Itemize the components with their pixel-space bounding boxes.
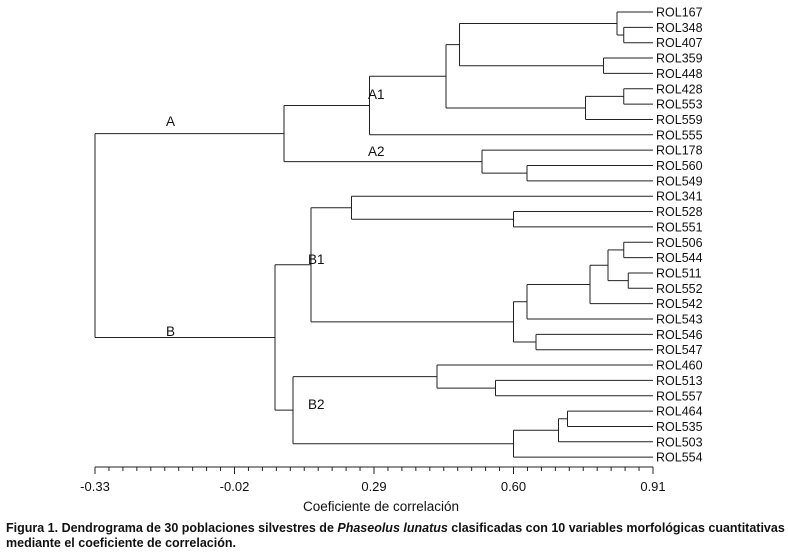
leaf-label-rol167: ROL167	[656, 6, 703, 20]
leaf-label-rol178: ROL178	[656, 144, 703, 158]
cluster-label-a: A	[166, 114, 175, 129]
leaf-label-rol547: ROL547	[656, 343, 703, 357]
leaf-label-rol428: ROL428	[656, 82, 703, 96]
cluster-label-a2: A2	[368, 144, 385, 159]
leaf-label-rol553: ROL553	[656, 98, 703, 112]
leaf-label-rol528: ROL528	[656, 205, 703, 219]
leaf-label-rol554: ROL554	[656, 451, 703, 465]
leaf-label-rol559: ROL559	[656, 113, 703, 127]
leaf-label-rol551: ROL551	[656, 220, 703, 234]
leaf-label-rol511: ROL511	[656, 266, 702, 280]
leaf-label-rol560: ROL560	[656, 159, 703, 173]
x-tick-label: -0.33	[80, 479, 110, 494]
leaf-label-rol348: ROL348	[656, 21, 703, 35]
leaf-label-rol464: ROL464	[656, 405, 703, 419]
caption-suffix: clasificadas con 10 variables morfológic…	[6, 521, 785, 550]
leaf-label-rol506: ROL506	[656, 236, 703, 250]
x-axis-label: Coeficiente de correlación	[303, 499, 459, 514]
leaf-label-rol552: ROL552	[656, 282, 703, 296]
leaf-label-rol407: ROL407	[656, 36, 703, 50]
leaf-label-rol460: ROL460	[656, 359, 703, 373]
leaf-label-rol544: ROL544	[656, 251, 703, 265]
figure-caption: Figura 1. Dendrograma de 30 poblaciones …	[6, 521, 786, 551]
cluster-label-a1: A1	[368, 87, 385, 102]
leaf-label-rol543: ROL543	[656, 313, 703, 327]
x-tick-label: 0.29	[361, 479, 386, 494]
leaf-label-rol535: ROL535	[656, 420, 703, 434]
leaf-label-rol341: ROL341	[656, 190, 703, 204]
x-tick-label: 0.91	[640, 479, 665, 494]
cluster-label-b1: B1	[308, 252, 325, 267]
leaf-label-rol448: ROL448	[656, 67, 703, 81]
x-tick-label: -0.02	[220, 479, 250, 494]
leaf-label-rol513: ROL513	[656, 374, 703, 388]
leaf-label-rol359: ROL359	[656, 52, 703, 66]
leaf-label-rol503: ROL503	[656, 435, 703, 449]
cluster-label-b: B	[166, 324, 175, 339]
x-tick-label: 0.60	[501, 479, 526, 494]
leaf-label-rol546: ROL546	[656, 328, 703, 342]
leaf-label-rol555: ROL555	[656, 128, 703, 142]
caption-species: Phaseolus lunatus	[337, 521, 448, 535]
caption-prefix: Figura 1. Dendrograma de 30 poblaciones …	[6, 521, 338, 535]
cluster-label-b2: B2	[308, 397, 325, 412]
leaf-label-rol549: ROL549	[656, 174, 703, 188]
leaf-label-rol542: ROL542	[656, 297, 703, 311]
leaf-label-rol557: ROL557	[656, 389, 703, 403]
